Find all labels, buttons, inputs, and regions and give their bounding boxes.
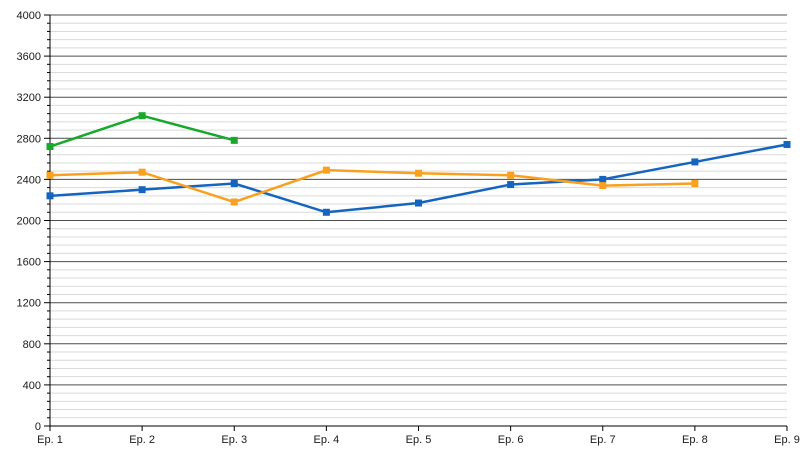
blue-data-point-marker (783, 140, 791, 148)
y-axis-tick-label: 2000 (17, 216, 41, 228)
y-axis-tick-label: 2400 (17, 174, 41, 186)
green-data-point-marker (138, 112, 146, 120)
orange-data-point-marker (46, 171, 54, 179)
blue-data-point-marker (322, 208, 330, 216)
orange-data-point-marker (230, 198, 238, 206)
y-axis-tick-label: 3200 (17, 92, 41, 104)
orange-data-point-marker (599, 182, 607, 190)
blue-data-point-marker (507, 181, 515, 189)
green-data-point-marker (230, 136, 238, 144)
y-axis-tick-label: 1600 (17, 257, 41, 269)
blue-data-point-marker (691, 158, 699, 166)
orange-data-point-marker (322, 166, 330, 174)
blue-data-point-marker (230, 180, 238, 188)
orange-data-point-marker (138, 168, 146, 176)
orange-data-point-marker (691, 180, 699, 188)
blue-data-point-marker (599, 175, 607, 183)
y-axis-tick-label: 400 (23, 380, 41, 392)
x-axis-tick-label: Ep. 3 (221, 434, 247, 446)
x-axis-tick-label: Ep. 6 (498, 434, 524, 446)
y-axis-tick-label: 800 (23, 339, 41, 351)
green-data-point-marker (46, 143, 54, 151)
x-axis-tick-label: Ep. 9 (774, 434, 800, 446)
y-axis-tick-label: 1200 (17, 298, 41, 310)
blue-data-point-marker (46, 192, 54, 200)
orange-data-point-marker (415, 169, 422, 177)
y-axis-tick-label: 3600 (17, 51, 41, 63)
y-axis-tick-label: 4000 (17, 10, 41, 22)
y-axis-tick-label: 0 (35, 421, 41, 433)
x-axis-tick-label: Ep. 8 (682, 434, 708, 446)
blue-data-point-marker (415, 199, 422, 207)
x-axis-tick-label: Ep. 4 (314, 434, 340, 446)
x-axis-tick-label: Ep. 1 (37, 434, 63, 446)
x-axis-tick-label: Ep. 7 (590, 434, 616, 446)
x-axis-tick-label: Ep. 5 (406, 434, 432, 446)
orange-data-point-marker (507, 171, 515, 179)
blue-data-point-marker (138, 186, 146, 194)
y-axis-tick-label: 2800 (17, 133, 41, 145)
orange-series-line (49, 168, 695, 204)
x-axis-tick-label: Ep. 2 (129, 434, 155, 446)
